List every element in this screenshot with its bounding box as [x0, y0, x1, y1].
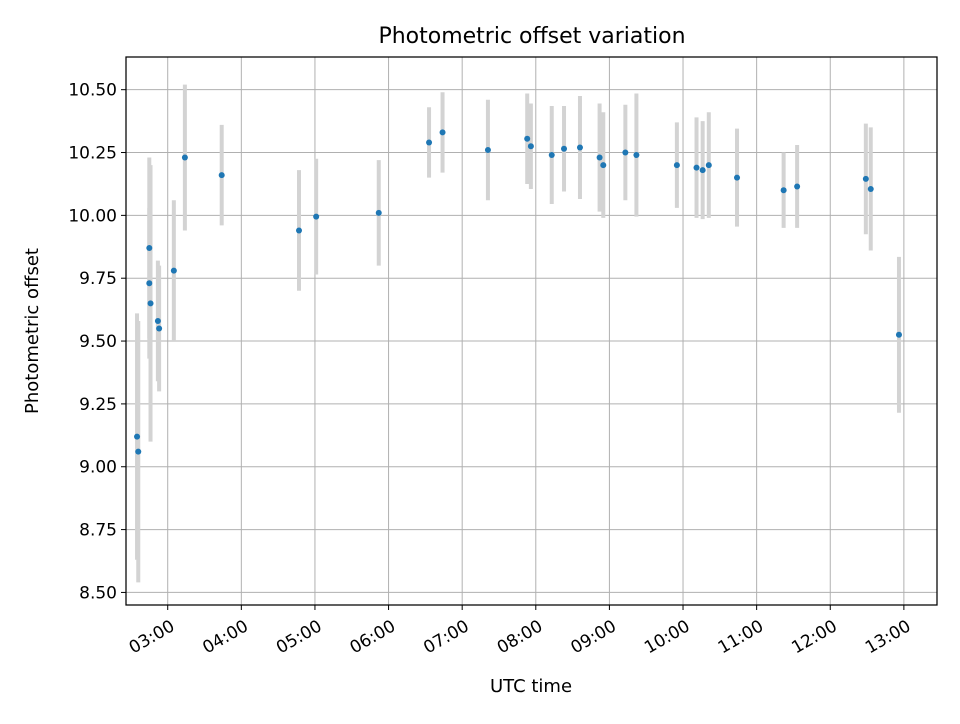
data-point: [146, 245, 153, 252]
y-tick-label: 9.25: [79, 395, 117, 415]
data-point: [146, 280, 153, 287]
data-point: [313, 213, 320, 220]
data-point: [156, 325, 163, 332]
data-point: [527, 143, 534, 150]
data-point: [794, 183, 801, 190]
data-point: [633, 152, 640, 159]
chart-title: Photometric offset variation: [378, 24, 685, 49]
y-tick-label: 9.50: [79, 332, 117, 352]
data-point: [699, 167, 706, 174]
data-point: [170, 267, 177, 274]
data-point: [693, 164, 700, 171]
data-point: [561, 145, 568, 152]
data-point: [596, 154, 603, 161]
data-point: [484, 147, 491, 154]
data-point: [134, 433, 141, 440]
y-tick-label: 8.50: [79, 583, 117, 603]
data-point: [154, 317, 161, 324]
data-point: [780, 187, 787, 194]
data-point: [895, 331, 902, 338]
axis-ticks: [121, 89, 905, 610]
data-point: [135, 448, 142, 455]
y-tick-label: 10.50: [68, 81, 117, 101]
y-tick-label: 9.75: [79, 269, 117, 289]
data-points: [134, 129, 902, 455]
data-point: [705, 162, 712, 169]
y-axis-label: Photometric offset: [22, 248, 43, 414]
data-point: [867, 185, 874, 192]
data-point: [147, 300, 154, 307]
data-point: [426, 139, 433, 146]
data-point: [576, 144, 583, 151]
data-point: [218, 172, 225, 179]
data-point: [862, 175, 869, 182]
y-tick-label: 10.25: [68, 144, 117, 164]
data-point: [548, 152, 555, 159]
data-point: [439, 129, 446, 136]
x-axis-label: UTC time: [490, 676, 572, 697]
y-tick-label: 9.00: [79, 458, 117, 478]
data-point: [181, 154, 188, 161]
data-point: [673, 162, 680, 169]
y-tick-label: 10.00: [68, 206, 117, 226]
y-tick-label: 8.75: [79, 521, 117, 541]
y-tick-labels: 8.50 8.75 9.00 9.25 9.50 9.75 10.00 10.25 10.50: [68, 81, 117, 604]
data-point: [600, 162, 607, 169]
data-point: [524, 135, 531, 142]
plot-frame: [125, 56, 938, 606]
data-point: [295, 227, 302, 234]
data-point: [622, 149, 629, 156]
data-point: [734, 174, 741, 181]
data-point: [375, 209, 382, 216]
